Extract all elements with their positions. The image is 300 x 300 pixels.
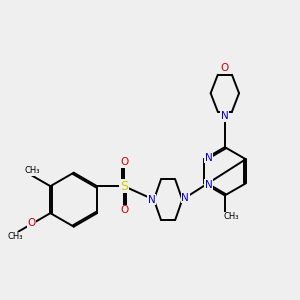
Text: O: O [221, 63, 229, 73]
Text: N: N [221, 111, 229, 121]
Text: O: O [120, 157, 128, 167]
Text: O: O [28, 218, 36, 228]
Text: O: O [120, 205, 128, 215]
Text: CH₃: CH₃ [224, 212, 239, 221]
Text: S: S [120, 180, 128, 193]
Text: N: N [148, 195, 156, 205]
Text: N: N [205, 180, 213, 190]
Text: N: N [181, 193, 189, 202]
Text: CH₃: CH₃ [24, 166, 40, 175]
Text: N: N [205, 153, 213, 163]
Text: CH₃: CH₃ [8, 232, 23, 241]
